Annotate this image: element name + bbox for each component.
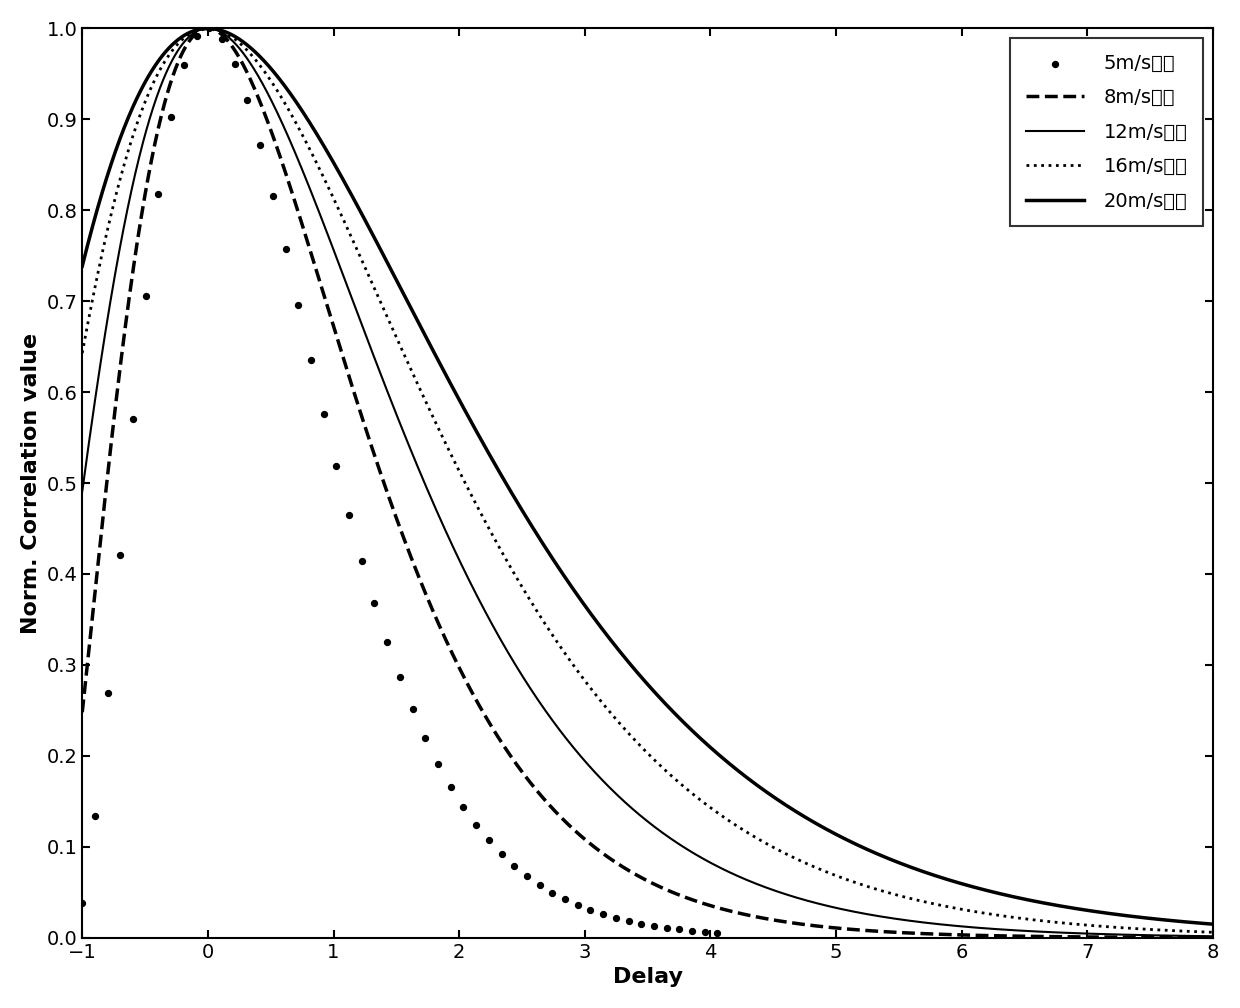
Point <box>289 296 309 312</box>
Point <box>365 595 384 611</box>
Point <box>326 458 346 474</box>
Point <box>644 917 663 933</box>
Point <box>466 816 486 833</box>
Point <box>657 919 677 935</box>
Point <box>377 634 397 650</box>
Point <box>682 922 702 938</box>
Point <box>161 109 181 125</box>
Point <box>403 702 423 718</box>
Point <box>415 730 435 746</box>
Point <box>149 186 169 203</box>
Y-axis label: Norm. Correlation value: Norm. Correlation value <box>21 333 41 634</box>
Point <box>224 55 244 72</box>
Point <box>174 56 193 73</box>
Point <box>593 906 613 922</box>
Point <box>631 915 651 931</box>
Point <box>339 507 358 523</box>
Point <box>389 669 409 685</box>
Point <box>440 778 460 794</box>
Point <box>479 833 498 849</box>
Point <box>694 923 714 939</box>
Point <box>263 187 283 204</box>
Legend: 5m/s风速, 8m/s风速, 12m/s风速, 16m/s风速, 20m/s风速: 5m/s风速, 8m/s风速, 12m/s风速, 16m/s风速, 20m/s风… <box>1011 38 1203 227</box>
Point <box>301 352 321 368</box>
Point <box>529 877 549 893</box>
Point <box>580 902 600 918</box>
Point <box>542 885 562 901</box>
Point <box>187 28 207 44</box>
Point <box>708 924 728 940</box>
Point <box>517 868 537 884</box>
Point <box>619 913 639 929</box>
Point <box>123 410 143 426</box>
Point <box>670 921 689 937</box>
Point <box>238 93 258 109</box>
Point <box>505 858 525 874</box>
Point <box>275 242 295 258</box>
Point <box>314 406 334 422</box>
Point <box>86 808 105 825</box>
Point <box>200 20 219 36</box>
Point <box>98 685 118 702</box>
Point <box>136 287 156 303</box>
Point <box>568 897 588 913</box>
Point <box>250 137 270 153</box>
Point <box>454 798 474 814</box>
Point <box>212 30 232 46</box>
Point <box>491 846 511 862</box>
Point <box>428 756 448 772</box>
Point <box>110 547 130 563</box>
Point <box>556 891 575 907</box>
Point <box>72 895 92 911</box>
Point <box>606 910 626 926</box>
X-axis label: Delay: Delay <box>613 967 682 987</box>
Point <box>352 552 372 569</box>
